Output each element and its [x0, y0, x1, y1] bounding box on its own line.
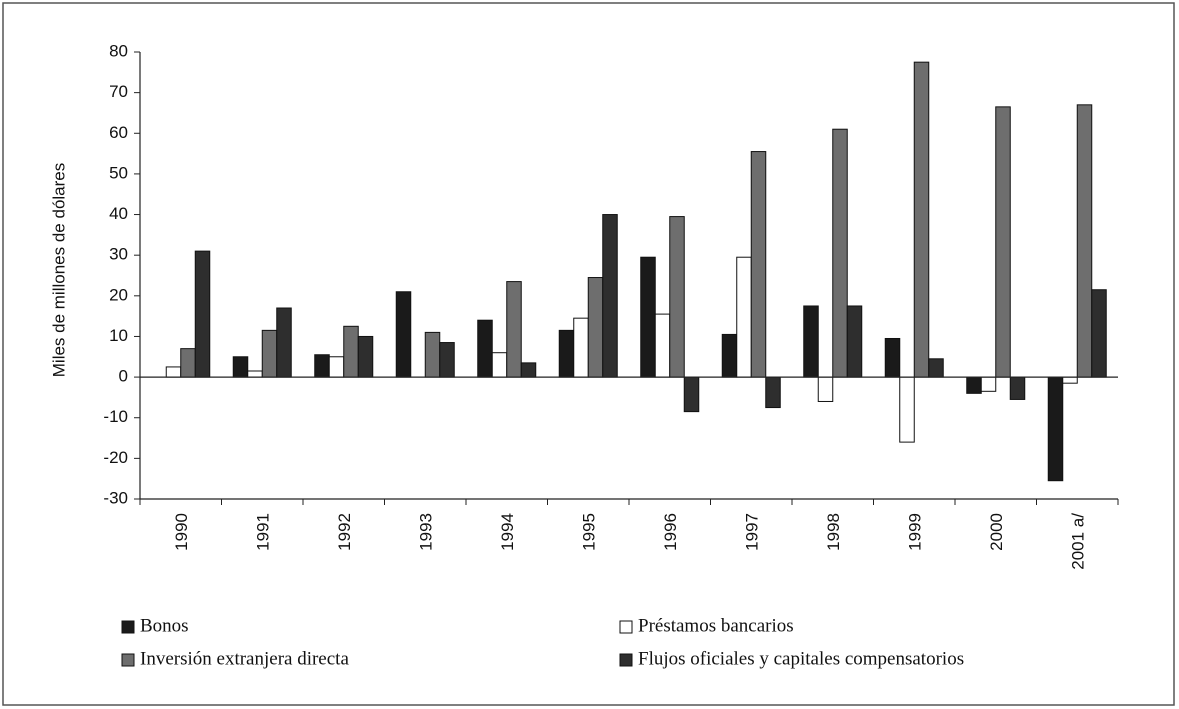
y-tick-label: 50 [109, 163, 128, 182]
bar [750, 151, 767, 378]
bar [640, 256, 656, 378]
bar [395, 291, 412, 378]
bar [491, 352, 508, 378]
bar [247, 370, 263, 378]
x-tick-label: 1990 [172, 513, 191, 551]
bar [261, 329, 278, 378]
bar [357, 335, 374, 378]
y-tick-label: 80 [109, 41, 128, 60]
x-tick-label: 1995 [580, 513, 599, 551]
bar [1009, 376, 1026, 400]
legend-swatch [619, 620, 633, 634]
bar [439, 342, 455, 378]
bar [343, 325, 359, 378]
legend-label: Bonos [140, 615, 189, 636]
bar [232, 356, 249, 378]
bar [832, 128, 848, 378]
bar [899, 376, 915, 443]
x-tick-label: 2000 [987, 513, 1006, 551]
bar [477, 319, 493, 378]
bar [803, 305, 819, 378]
bar [165, 366, 182, 378]
bar [328, 356, 345, 378]
legend-swatch [121, 620, 135, 634]
x-tick-label: 1993 [417, 513, 436, 551]
bar [558, 329, 575, 378]
bar [573, 317, 589, 378]
y-tick-label: -10 [103, 407, 128, 426]
bar [995, 106, 1011, 378]
x-tick-label: 1994 [498, 513, 517, 551]
y-tick-label: 30 [109, 245, 128, 264]
legend-label: Flujos oficiales y capitales compensator… [638, 648, 964, 669]
bar [654, 313, 671, 378]
bar [424, 331, 441, 378]
y-tick-label: -20 [103, 448, 128, 467]
legend-swatch [619, 653, 633, 667]
y-tick-label: 40 [109, 204, 128, 223]
legend-label: Préstamos bancarios [638, 615, 794, 636]
bar [314, 354, 330, 378]
bar [1047, 376, 1064, 482]
y-tick-label: 20 [109, 285, 128, 304]
bar [276, 307, 292, 378]
legend-swatch [121, 653, 135, 667]
legend-label: Inversión extranjera directa [140, 648, 349, 669]
y-tick-label: 0 [119, 367, 128, 386]
x-tick-label: 1998 [824, 513, 843, 551]
bar [846, 305, 863, 378]
bar [1076, 104, 1093, 378]
bar [587, 277, 604, 378]
bar [817, 376, 834, 402]
bar [602, 214, 618, 378]
bar [765, 376, 781, 409]
x-tick-label: 1991 [254, 513, 273, 551]
bar [1062, 376, 1078, 384]
bar [683, 376, 700, 413]
y-tick-label: 70 [109, 82, 128, 101]
x-tick-label: 1996 [661, 513, 680, 551]
bar [980, 376, 997, 392]
x-tick-label: 2001 a/ [1069, 513, 1088, 570]
bar [194, 250, 211, 378]
bar [913, 61, 930, 378]
bar [721, 333, 738, 378]
bar [966, 376, 982, 394]
bar [1091, 289, 1107, 378]
y-tick-label: -30 [103, 488, 128, 507]
bar [669, 216, 685, 378]
bar [506, 281, 522, 378]
x-tick-label: 1992 [335, 513, 354, 551]
x-tick-label: 1997 [743, 513, 762, 551]
y-tick-label: 60 [109, 123, 128, 142]
bar [884, 337, 901, 378]
bar [736, 256, 752, 378]
y-tick-label: 10 [109, 326, 128, 345]
bar [928, 358, 944, 378]
bar [180, 348, 196, 378]
bar [520, 362, 537, 378]
y-axis-label: Miles de millones de dólares [49, 163, 68, 378]
x-tick-label: 1999 [906, 513, 925, 551]
